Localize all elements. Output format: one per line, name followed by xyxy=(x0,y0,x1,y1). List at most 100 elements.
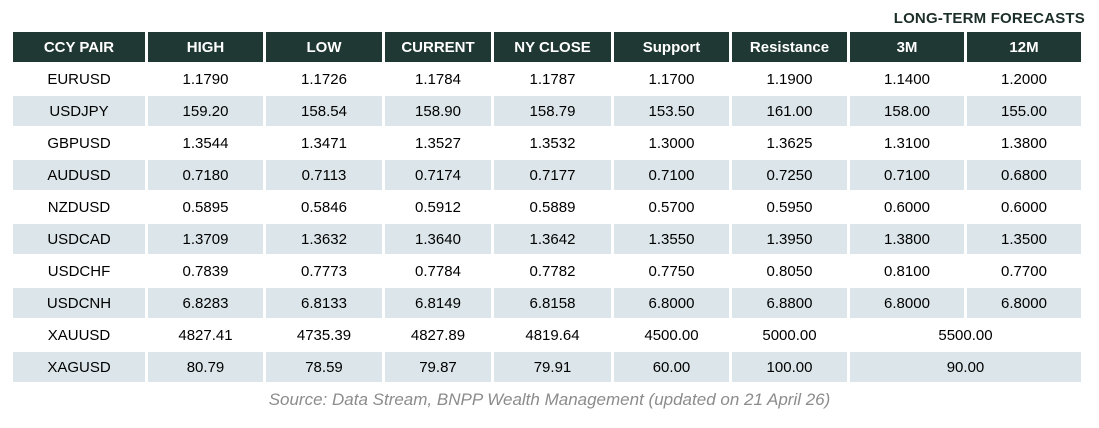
table-row: USDCHF 0.7839 0.7773 0.7784 0.7782 0.7750 0.80… xyxy=(13,256,1081,286)
cell-current: 6.8149 xyxy=(385,288,491,318)
cell-support: 0.5700 xyxy=(614,192,729,222)
cell-current: 1.1784 xyxy=(385,64,491,94)
cell-ny-close: 6.8158 xyxy=(494,288,611,318)
cell-resistance: 1.1900 xyxy=(732,64,847,94)
cell-pair: XAGUSD xyxy=(13,352,145,382)
table-row: EURUSD 1.1790 1.1726 1.1784 1.1787 1.1700 1.19… xyxy=(13,64,1081,94)
cell-ny-close: 4819.64 xyxy=(494,320,611,350)
table-row: XAGUSD 80.79 78.59 79.87 79.91 60.00 100.00 90.… xyxy=(13,352,1081,382)
cell-current: 0.7174 xyxy=(385,160,491,190)
cell-forecast-12m: 155.00 xyxy=(967,96,1081,126)
cell-forecast-12m: 1.3500 xyxy=(967,224,1081,254)
cell-current: 0.5912 xyxy=(385,192,491,222)
cell-pair: AUDUSD xyxy=(13,160,145,190)
cell-current: 1.3640 xyxy=(385,224,491,254)
column-header-ny-close: NY CLOSE xyxy=(494,32,611,62)
cell-current: 158.90 xyxy=(385,96,491,126)
cell-pair: USDCNH xyxy=(13,288,145,318)
cell-resistance: 1.3950 xyxy=(732,224,847,254)
cell-support: 1.1700 xyxy=(614,64,729,94)
cell-high: 1.3544 xyxy=(148,128,263,158)
cell-ny-close: 79.91 xyxy=(494,352,611,382)
cell-ny-close: 0.5889 xyxy=(494,192,611,222)
cell-pair: USDCHF xyxy=(13,256,145,286)
cell-ny-close: 1.3642 xyxy=(494,224,611,254)
table-row: USDCNH 6.8283 6.8133 6.8149 6.8158 6.8000 6.88… xyxy=(13,288,1081,318)
cell-high: 0.7839 xyxy=(148,256,263,286)
cell-high: 6.8283 xyxy=(148,288,263,318)
column-header-ccy-pair: CCY PAIR xyxy=(13,32,145,62)
cell-pair: NZDUSD xyxy=(13,192,145,222)
column-header-resistance: Resistance xyxy=(732,32,847,62)
table-row: NZDUSD 0.5895 0.5846 0.5912 0.5889 0.5700 0.59… xyxy=(13,192,1081,222)
cell-current: 1.3527 xyxy=(385,128,491,158)
cell-low: 4735.39 xyxy=(266,320,382,350)
cell-forecast-3m-12m: 5500.00 xyxy=(850,320,1081,350)
cell-high: 159.20 xyxy=(148,96,263,126)
cell-pair: GBPUSD xyxy=(13,128,145,158)
cell-forecast-3m: 1.1400 xyxy=(850,64,964,94)
cell-resistance: 100.00 xyxy=(732,352,847,382)
cell-pair: USDCAD xyxy=(13,224,145,254)
cell-current: 0.7784 xyxy=(385,256,491,286)
cell-resistance: 5000.00 xyxy=(732,320,847,350)
long-term-forecasts-label: LONG-TERM FORECASTS xyxy=(893,10,1085,27)
cell-high: 4827.41 xyxy=(148,320,263,350)
cell-support: 6.8000 xyxy=(614,288,729,318)
cell-resistance: 161.00 xyxy=(732,96,847,126)
table-row: AUDUSD 0.7180 0.7113 0.7174 0.7177 0.7100 0.72… xyxy=(13,160,1081,190)
cell-low: 0.7113 xyxy=(266,160,382,190)
cell-low: 1.1726 xyxy=(266,64,382,94)
cell-forecast-3m: 6.8000 xyxy=(850,288,964,318)
cell-pair: XAUUSD xyxy=(13,320,145,350)
cell-support: 60.00 xyxy=(614,352,729,382)
fx-forecast-table: CCY PAIR HIGH LOW CURRENT NY CLOSE Suppo… xyxy=(10,30,1084,384)
column-header-3m: 3M xyxy=(850,32,964,62)
cell-high: 0.7180 xyxy=(148,160,263,190)
cell-forecast-12m: 1.2000 xyxy=(967,64,1081,94)
table-row: USDCAD 1.3709 1.3632 1.3640 1.3642 1.3550 1.39… xyxy=(13,224,1081,254)
cell-forecast-3m: 158.00 xyxy=(850,96,964,126)
cell-resistance: 0.7250 xyxy=(732,160,847,190)
cell-forecast-12m: 0.7700 xyxy=(967,256,1081,286)
table-row: XAUUSD 4827.41 4735.39 4827.89 4819.64 4500.0… xyxy=(13,320,1081,350)
cell-support: 1.3550 xyxy=(614,224,729,254)
cell-low: 6.8133 xyxy=(266,288,382,318)
cell-pair: EURUSD xyxy=(13,64,145,94)
cell-support: 0.7750 xyxy=(614,256,729,286)
cell-forecast-12m: 0.6000 xyxy=(967,192,1081,222)
cell-low: 78.59 xyxy=(266,352,382,382)
source-caption: Source: Data Stream, BNPP Wealth Managem… xyxy=(268,390,831,409)
cell-forecast-12m: 6.8000 xyxy=(967,288,1081,318)
cell-low: 1.3632 xyxy=(266,224,382,254)
cell-ny-close: 0.7177 xyxy=(494,160,611,190)
cell-low: 0.7773 xyxy=(266,256,382,286)
column-header-support: Support xyxy=(614,32,729,62)
header-row: CCY PAIR HIGH LOW CURRENT NY CLOSE Suppo… xyxy=(13,32,1081,62)
cell-support: 153.50 xyxy=(614,96,729,126)
cell-resistance: 0.5950 xyxy=(732,192,847,222)
cell-low: 158.54 xyxy=(266,96,382,126)
cell-forecast-3m: 0.7100 xyxy=(850,160,964,190)
table-body: EURUSD 1.1790 1.1726 1.1784 1.1787 1.1700 1.19… xyxy=(13,64,1081,382)
table-row: USDJPY 159.20 158.54 158.90 158.79 153.50 161.… xyxy=(13,96,1081,126)
cell-ny-close: 0.7782 xyxy=(494,256,611,286)
cell-forecast-3m: 0.8100 xyxy=(850,256,964,286)
cell-resistance: 6.8800 xyxy=(732,288,847,318)
cell-ny-close: 1.3532 xyxy=(494,128,611,158)
cell-high: 1.3709 xyxy=(148,224,263,254)
cell-resistance: 0.8050 xyxy=(732,256,847,286)
cell-current: 79.87 xyxy=(385,352,491,382)
column-header-high: HIGH xyxy=(148,32,263,62)
cell-forecast-3m: 0.6000 xyxy=(850,192,964,222)
cell-current: 4827.89 xyxy=(385,320,491,350)
cell-ny-close: 1.1787 xyxy=(494,64,611,94)
column-header-12m: 12M xyxy=(967,32,1081,62)
cell-forecast-3m-12m: 90.00 xyxy=(850,352,1081,382)
table-row: GBPUSD 1.3544 1.3471 1.3527 1.3532 1.3000 1.36… xyxy=(13,128,1081,158)
cell-low: 1.3471 xyxy=(266,128,382,158)
cell-forecast-12m: 0.6800 xyxy=(967,160,1081,190)
cell-support: 0.7100 xyxy=(614,160,729,190)
cell-high: 0.5895 xyxy=(148,192,263,222)
